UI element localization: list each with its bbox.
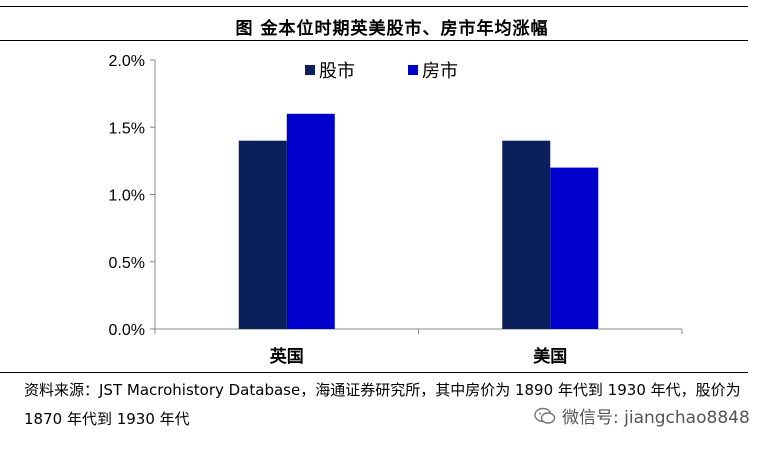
legend-label: 股市 — [319, 61, 355, 82]
y-tick-label: 2.0% — [109, 53, 145, 70]
figure-title: 图 金本位时期英美股市、房市年均涨幅 — [235, 19, 549, 39]
x-tick-label: 美国 — [533, 346, 567, 367]
bar — [550, 167, 599, 329]
bottom-rule — [0, 372, 748, 373]
wechat-icon — [534, 407, 556, 424]
legend-label: 房市 — [422, 61, 458, 82]
bar — [238, 140, 287, 329]
bar — [286, 113, 335, 329]
y-tick-label: 1.0% — [109, 188, 145, 205]
watermark-text: 微信号: jiangchao8848 — [562, 408, 750, 428]
source-note: 资料来源：JST Macrohistory Database，海通证券研究所，其… — [24, 381, 741, 428]
watermark: 微信号: jiangchao8848 — [534, 403, 750, 428]
legend-swatch — [408, 65, 418, 75]
y-tick-label: 1.5% — [109, 120, 145, 137]
bar-chart: 0.0% 0.5% 1.0% 1.5% 2.0% 英国 美国 股市 房市 — [109, 53, 683, 367]
legend-swatch — [305, 65, 315, 75]
bar — [502, 140, 551, 329]
title-rule — [0, 40, 748, 41]
top-rule — [0, 6, 748, 7]
y-tick-label: 0.0% — [109, 322, 145, 339]
y-tick-label: 0.5% — [109, 255, 145, 272]
x-tick-label: 英国 — [270, 346, 304, 367]
